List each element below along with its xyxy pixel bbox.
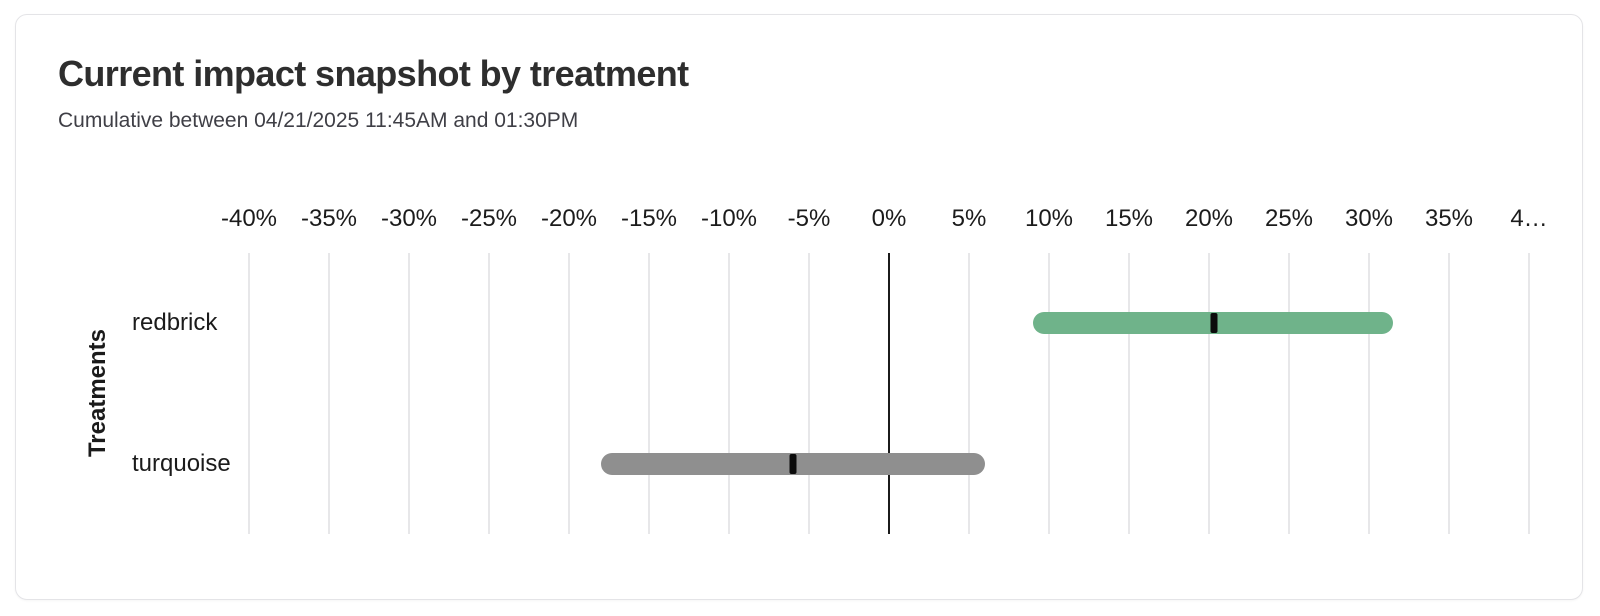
x-tick-label: 25%	[1264, 205, 1314, 232]
gridline	[1368, 253, 1370, 534]
plot-area	[248, 253, 1530, 534]
x-tick-label: -5%	[787, 205, 831, 232]
gridline	[568, 253, 570, 534]
category-label-turquoise: turquoise	[132, 449, 231, 477]
page-title: Current impact snapshot by treatment	[58, 53, 689, 94]
point-estimate-marker-turquoise	[789, 453, 797, 474]
gridline	[1048, 253, 1050, 534]
gridline	[1128, 253, 1130, 534]
x-tick-label: -35%	[300, 205, 358, 232]
x-tick-label: -30%	[380, 205, 438, 232]
x-axis-tick-labels: -40% -35% -30% -25% -20% -15% -10% -5% 0% 5% 10% 15…	[221, 205, 1548, 233]
x-tick-label: -40%	[220, 205, 278, 232]
zero-axis-line	[888, 253, 890, 534]
x-tick-label: 30%	[1344, 205, 1394, 232]
y-axis-title: Treatments	[84, 328, 111, 458]
x-tick-label: 4…	[1510, 205, 1548, 232]
gridline	[1208, 253, 1210, 534]
gridline	[968, 253, 970, 534]
gridline	[488, 253, 490, 534]
gridline	[728, 253, 730, 534]
gridline	[248, 253, 250, 534]
gridline	[1288, 253, 1290, 534]
gridline	[648, 253, 650, 534]
gridline	[328, 253, 330, 534]
x-tick-label: -10%	[700, 205, 758, 232]
chart-subtitle: Cumulative between 04/21/2025 11:45AM an…	[58, 109, 579, 132]
gridline	[1528, 253, 1530, 534]
gridline	[408, 253, 410, 534]
x-tick-label: 20%	[1184, 205, 1234, 232]
chart-card: Current impact snapshot by treatment Cum…	[15, 14, 1583, 600]
x-tick-label: 0%	[871, 205, 907, 232]
gridline	[808, 253, 810, 534]
x-tick-label: -25%	[460, 205, 518, 232]
point-estimate-marker-redbrick	[1210, 313, 1218, 334]
x-tick-label: 5%	[951, 205, 987, 232]
x-tick-label: 10%	[1024, 205, 1074, 232]
x-tick-label: 35%	[1424, 205, 1474, 232]
x-tick-label: -15%	[620, 205, 678, 232]
category-label-redbrick: redbrick	[132, 309, 218, 337]
x-tick-label: -20%	[540, 205, 598, 232]
gridline	[1448, 253, 1450, 534]
x-tick-label: 15%	[1104, 205, 1154, 232]
